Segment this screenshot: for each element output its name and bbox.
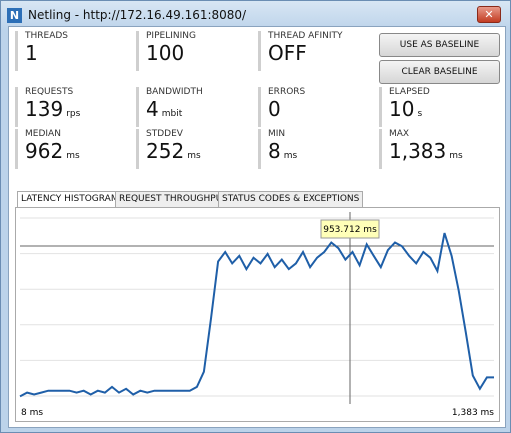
stat-label: ELAPSED: [389, 87, 430, 97]
stat-label: PIPELINING: [146, 31, 196, 41]
button[interactable]: USE AS BASELINE: [379, 33, 500, 57]
stat-value: 1,383 ms: [389, 139, 501, 168]
stat: MIN 8 ms: [258, 129, 380, 169]
stat-value: 4 mbit: [146, 97, 258, 126]
stat: ERRORS 0: [258, 87, 380, 127]
tooltip-text: 953.712 ms: [323, 225, 377, 235]
stat-number: 8: [268, 139, 281, 163]
app-icon: N: [7, 7, 22, 23]
stat-value: 962 ms: [25, 139, 137, 168]
stat-number: 10: [389, 97, 415, 121]
stat-label: MIN: [268, 129, 286, 139]
stat: MEDIAN 962 ms: [15, 129, 137, 169]
stat-unit: ms: [66, 151, 80, 161]
stat: ELAPSED 10 s: [379, 87, 501, 127]
x-label: 1,383 ms: [452, 408, 494, 418]
stat-value: OFF: [268, 41, 380, 65]
tab[interactable]: REQUEST THROUGHPUT: [115, 191, 232, 207]
tab[interactable]: LATENCY HISTOGRAM: [17, 191, 123, 208]
stat-label: REQUESTS: [25, 87, 74, 97]
tab[interactable]: STATUS CODES & EXCEPTIONS: [218, 191, 364, 207]
stat-label: MEDIAN: [25, 129, 61, 139]
button[interactable]: CLEAR BASELINE: [379, 60, 500, 84]
stat: THREADS 1: [15, 31, 137, 71]
stat-value: 1: [25, 41, 137, 65]
stat: PIPELINING 100: [136, 31, 258, 71]
stat: STDDEV 252 ms: [136, 129, 258, 169]
stat-number: OFF: [268, 41, 307, 65]
title-bar: N Netling - http://172.16.49.161:8080/: [7, 6, 246, 24]
stat-value: 100: [146, 41, 258, 65]
stat-number: 100: [146, 41, 185, 65]
stat-unit: rps: [66, 109, 81, 119]
stat-unit: s: [417, 109, 423, 119]
stat-unit: ms: [283, 151, 298, 161]
client-area: USE AS BASELINE CLEAR BASELINE LATENCY H…: [8, 26, 506, 428]
stat: BANDWIDTH 4 mbit: [136, 87, 258, 127]
x-label: 8 ms: [21, 408, 43, 418]
close-button[interactable]: ✕: [477, 6, 501, 23]
stat-number: 1: [25, 41, 38, 65]
chart: 953.712 ms 8 ms 1,383 ms: [19, 212, 494, 418]
stat-number: 252: [146, 139, 185, 163]
stat-number: 1,383: [389, 139, 447, 163]
stat-value: 8 ms: [268, 139, 380, 168]
stat-number: 139: [25, 97, 64, 121]
stat-label: THREAD AFINITY: [268, 31, 343, 41]
stat-label: BANDWIDTH: [146, 87, 203, 97]
stat-label: STDDEV: [146, 129, 183, 139]
stat-unit: ms: [187, 151, 201, 161]
stat-value: 0: [268, 97, 380, 121]
stat-label: THREADS: [25, 31, 69, 41]
stat: THREAD AFINITY OFF: [258, 31, 380, 71]
stat: MAX 1,383 ms: [379, 129, 501, 169]
stat-value: 139 rps: [25, 97, 137, 126]
stat-label: MAX: [389, 129, 410, 139]
tooltip-box: [320, 219, 380, 239]
stat-value: 252 ms: [146, 139, 258, 168]
window-title: Netling - http://172.16.49.161:8080/: [28, 8, 247, 22]
chart-panel: 953.712 ms 8 ms 1,383 ms: [15, 207, 500, 422]
stat-number: 0: [268, 97, 281, 121]
latency-line: [19, 232, 494, 398]
stat-number: 962: [25, 139, 64, 163]
stat: REQUESTS 139 rps: [15, 87, 137, 127]
stat-unit: mbit: [161, 109, 183, 119]
stat-label: ERRORS: [268, 87, 306, 97]
stat-number: 4: [146, 97, 159, 121]
stat-value: 10 s: [389, 97, 501, 126]
stat-unit: ms: [449, 151, 463, 161]
